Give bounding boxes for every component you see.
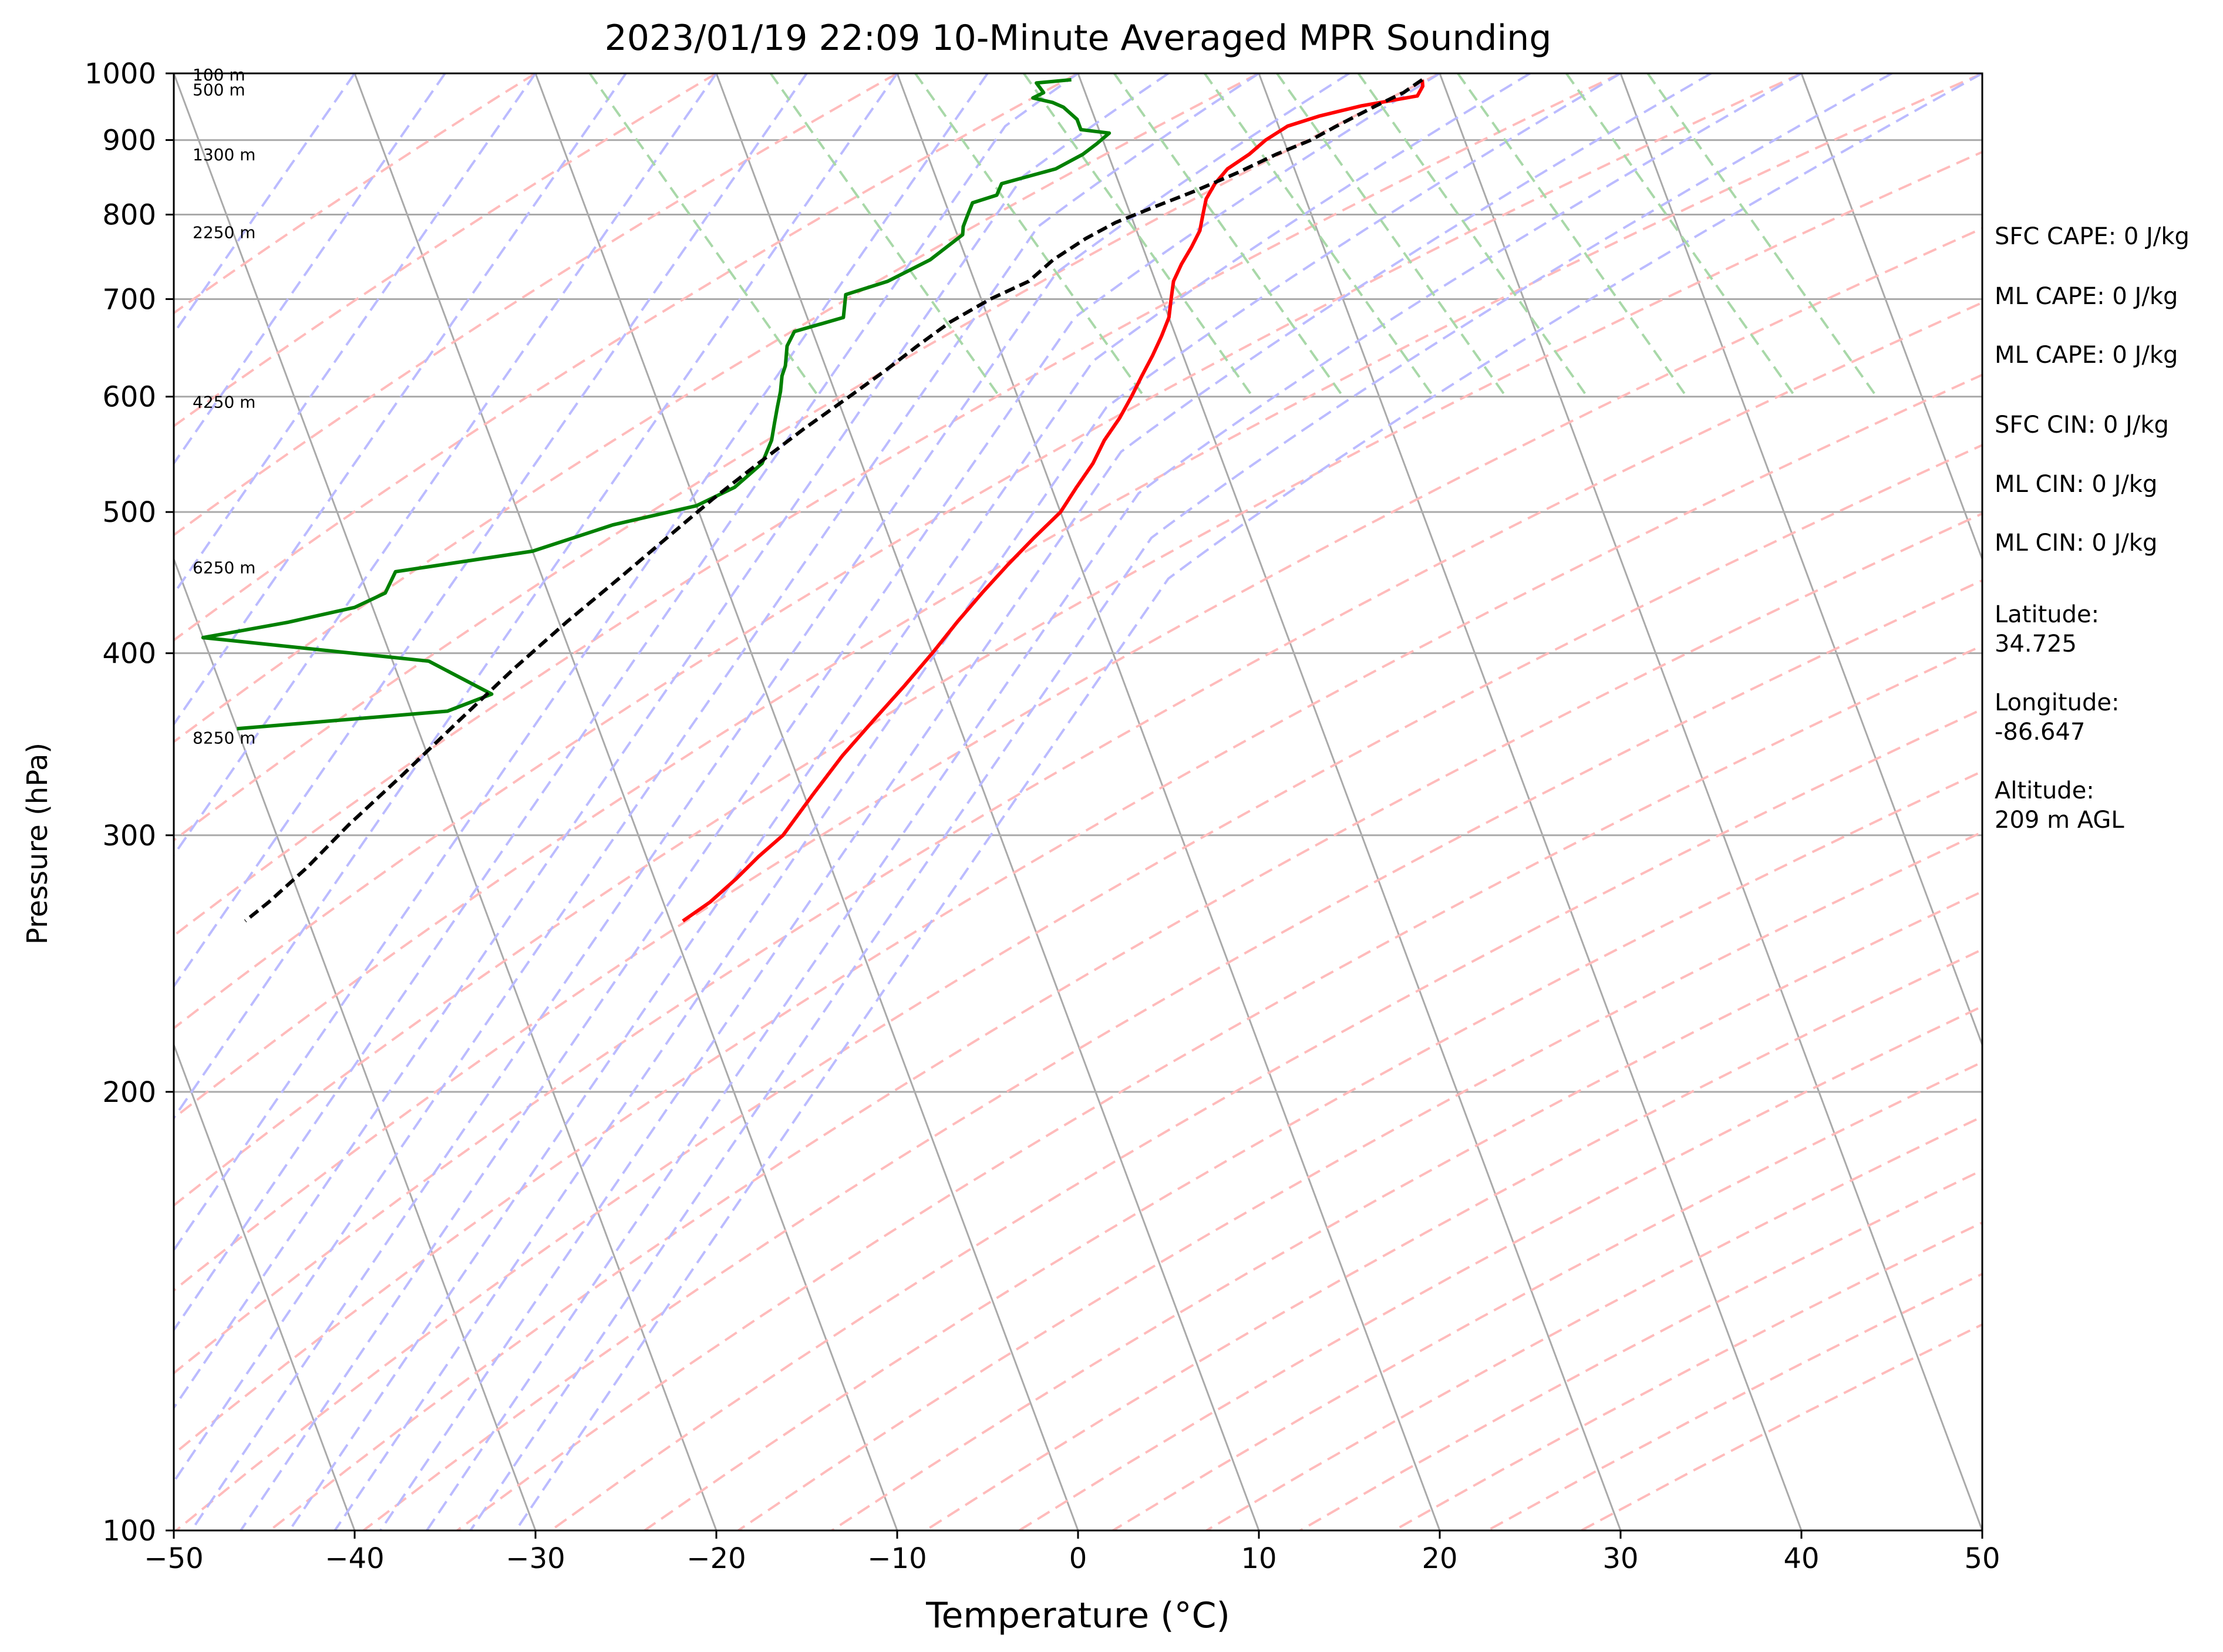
dry-adiabat-line — [0, 73, 1078, 1530]
mixing-ratio-line — [1277, 73, 1506, 397]
x-axis-label: Temperature (°C) — [925, 1595, 1230, 1636]
dry-adiabat-line — [0, 73, 2223, 1530]
latitude-label: Latitude: — [1995, 601, 2099, 628]
moist-adiabat-line — [241, 73, 1440, 1530]
y-tick-label: 400 — [102, 638, 156, 670]
x-tick-label: 50 — [1964, 1542, 2000, 1575]
sfc-cin-annotation: SFC CIN: 0 J/kg — [1995, 412, 2169, 439]
x-tick-label: −10 — [867, 1542, 927, 1575]
ml-cape-annotation: ML CAPE: 0 J/kg — [1995, 283, 2178, 310]
dry-adiabat-line — [0, 73, 1440, 1530]
isotherm-line — [1440, 73, 1982, 1530]
x-tick-label: 20 — [1422, 1542, 1457, 1575]
y-tick-label: 900 — [102, 124, 156, 157]
x-tick-label: 30 — [1602, 1542, 1638, 1575]
isotherm-line — [1078, 73, 1621, 1530]
mixing-ratio-line — [1458, 73, 1687, 397]
profile-lines — [203, 80, 1423, 921]
moist-adiabat-line — [191, 73, 1349, 1530]
altitude-label: Altitude: — [1995, 777, 2094, 804]
moist-adiabat-line — [0, 73, 535, 1530]
latitude-value: 34.725 — [1995, 631, 2077, 658]
x-tick-label: 10 — [1241, 1542, 1276, 1575]
y-tick-label: 500 — [102, 496, 156, 529]
dry-adiabat-line — [0, 73, 2223, 1530]
y-tick-label: 600 — [102, 381, 156, 414]
moist-adiabat-line — [289, 73, 1530, 1530]
dry-adiabat-line — [0, 73, 1621, 1530]
temperature-profile-line — [683, 80, 1423, 921]
dry-adiabat-line — [0, 73, 535, 1530]
dry-adiabat-line — [0, 73, 2163, 1530]
x-tick-label: −30 — [506, 1542, 565, 1575]
x-tick-label: −40 — [325, 1542, 384, 1575]
height-label: 2250 m — [193, 223, 255, 242]
isotherm-line — [355, 73, 897, 1530]
isotherm-line — [174, 73, 716, 1530]
height-label: 100 m — [193, 65, 245, 85]
parcel-profile-line — [245, 80, 1423, 921]
chart-title: 2023/01/19 22:09 10-Minute Averaged MPR … — [605, 18, 1552, 59]
dewpoint-profile-line — [203, 80, 1109, 729]
mixing-ratio-line — [1358, 73, 1587, 397]
height-label: 8250 m — [193, 729, 255, 748]
longitude-value: -86.647 — [1995, 719, 2085, 746]
y-axis-label: Pressure (hPa) — [21, 743, 54, 945]
ml-cape-annotation-2: ML CAPE: 0 J/kg — [1995, 342, 2178, 369]
mixing-ratio-line — [1114, 73, 1343, 397]
mixing-ratio-line — [1648, 73, 1877, 397]
height-label: 1300 m — [193, 145, 255, 164]
altitude-value: 209 m AGL — [1995, 807, 2124, 834]
x-tick-label: 40 — [1783, 1542, 1819, 1575]
height-label: 4250 m — [193, 393, 255, 412]
annotation-panel: SFC CAPE: 0 J/kg ML CAPE: 0 J/kg ML CAPE… — [1995, 223, 2190, 834]
x-tick-label: 0 — [1069, 1542, 1087, 1575]
moist-adiabat-line — [380, 73, 1711, 1530]
dry-adiabat-line — [82, 73, 2223, 1530]
longitude-label: Longitude: — [1995, 689, 2119, 716]
isotherm-line — [0, 73, 535, 1530]
dry-adiabat-line — [0, 73, 1982, 1530]
ml-cin-annotation-2: ML CIN: 0 J/kg — [1995, 530, 2157, 557]
moist-adiabat-line — [141, 73, 1259, 1530]
moist-adiabat-line — [0, 73, 445, 1530]
y-tick-label: 300 — [102, 820, 156, 852]
x-tick-label: −20 — [686, 1542, 746, 1575]
dry-adiabat-line — [0, 73, 1801, 1530]
mixing-ratio-line — [915, 73, 1144, 397]
y-tick-label: 1000 — [85, 58, 156, 90]
background-grid — [0, 73, 2223, 1530]
dry-adiabat-line — [363, 73, 2223, 1530]
y-tick-label: 800 — [102, 199, 156, 232]
moist-adiabat-line — [38, 73, 1078, 1530]
y-tick-label: 200 — [102, 1076, 156, 1109]
height-label: 6250 m — [193, 558, 255, 578]
y-tick-label: 100 — [102, 1515, 156, 1548]
moist-adiabat-line — [516, 73, 1982, 1530]
mixing-ratio-line — [770, 73, 999, 397]
sfc-cape-annotation: SFC CAPE: 0 J/kg — [1995, 223, 2190, 250]
ml-cin-annotation: ML CIN: 0 J/kg — [1995, 471, 2157, 498]
y-tick-label: 700 — [102, 283, 156, 316]
